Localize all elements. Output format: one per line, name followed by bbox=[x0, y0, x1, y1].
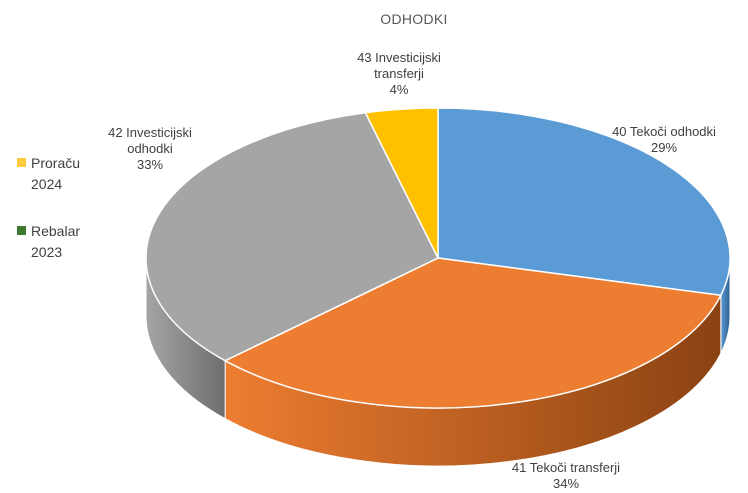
slice-label-2: 42 Investicijski odhodki 33% bbox=[108, 125, 192, 172]
legend: Proraču 2024 Rebalar 2023 bbox=[17, 155, 80, 260]
pie-tops bbox=[145, 107, 731, 409]
slice-label-0: 40 Tekoči odhodki 29% bbox=[612, 124, 716, 155]
legend-swatch-0 bbox=[17, 158, 26, 167]
pie-slice-2 bbox=[145, 111, 440, 362]
slice-label-1: 41 Tekoči transferji 34% bbox=[512, 460, 620, 491]
slice-label-3: 43 Investicijski transferji 4% bbox=[357, 50, 441, 97]
pie-slice-0 bbox=[437, 107, 731, 297]
pie-slice-3 bbox=[364, 107, 439, 259]
legend-label-0: Proraču 2024 bbox=[31, 155, 80, 192]
legend-label-1: Rebalar 2023 bbox=[31, 223, 80, 260]
legend-swatch-1 bbox=[17, 226, 26, 235]
chart-title: ODHODKI bbox=[380, 11, 447, 27]
pie-slice-1 bbox=[223, 257, 722, 409]
pie-labels: 40 Tekoči odhodki 29% 41 Tekoči transferji… bbox=[108, 50, 716, 491]
